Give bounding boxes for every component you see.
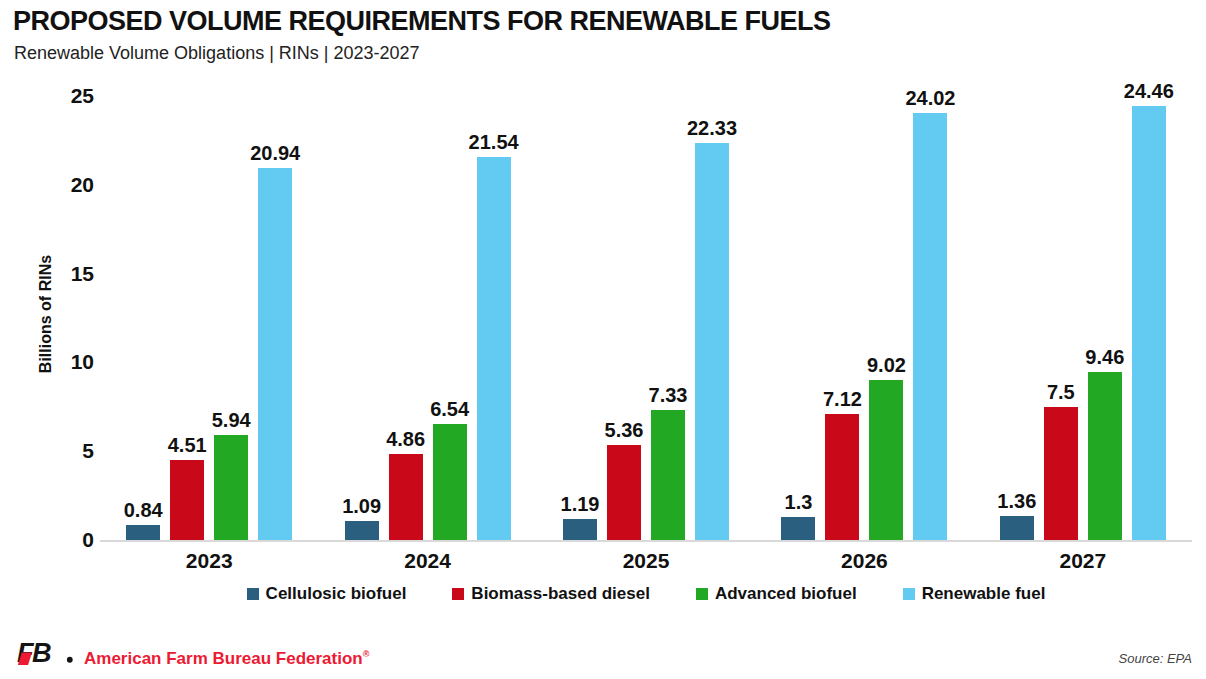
bar-value-label: 9.02 [867, 354, 906, 377]
x-axis-label-2023: 2023 [100, 549, 318, 573]
bar-renewable-fuel-2023: 20.94 [258, 168, 292, 540]
bar-value-label: 24.02 [905, 87, 955, 110]
bar-value-label: 4.86 [386, 428, 425, 451]
x-axis-label-2025: 2025 [537, 549, 755, 573]
bar-biomass-based-diesel-2026: 7.12 [825, 414, 859, 541]
infographic: PROPOSED VOLUME REQUIREMENTS FOR RENEWAB… [0, 0, 1206, 679]
y-tick-20: 20 [20, 173, 94, 197]
bar-advanced-biofuel-2027: 9.46 [1088, 372, 1122, 540]
bar-group-2023: 0.844.515.9420.94 [100, 96, 318, 540]
bar-renewable-fuel-2024: 21.54 [477, 157, 511, 540]
legend-swatch-cellulosic-biofuel [247, 588, 259, 600]
logo-period [67, 657, 73, 663]
bar-value-label: 7.33 [649, 384, 688, 407]
bar-renewable-fuel-2025: 22.33 [695, 143, 729, 540]
bar-biomass-based-diesel-2025: 5.36 [607, 445, 641, 540]
afbf-logo-svg: FB [15, 637, 79, 668]
legend-item-biomass-based-diesel: Biomass-based diesel [452, 584, 650, 604]
bar-value-label: 5.94 [212, 409, 251, 432]
legend-label-cellulosic-biofuel: Cellulosic biofuel [266, 584, 407, 604]
legend-label-biomass-based-diesel: Biomass-based diesel [471, 584, 650, 604]
bar-group-2027: 1.36 7.5 9.46 24.46 [974, 96, 1192, 540]
legend-label-renewable-fuel: Renewable fuel [922, 584, 1046, 604]
plot-area: 0.844.515.9420.941.094.866.5421.541.195.… [100, 96, 1192, 542]
bar-group-2025: 1.195.367.3322.33 [537, 96, 755, 540]
legend-item-cellulosic-biofuel: Cellulosic biofuel [247, 584, 407, 604]
y-axis-title: Billions of RINs [37, 214, 55, 414]
bar-value-label: 1.3 [785, 491, 813, 514]
bar-advanced-biofuel-2024: 6.54 [433, 424, 467, 540]
bar-value-label: 1.09 [342, 495, 381, 518]
bar-value-label: 22.33 [687, 117, 737, 140]
bar-value-label: 5.36 [605, 419, 644, 442]
bar-renewable-fuel-2027: 24.46 [1132, 106, 1166, 540]
page-subtitle: Renewable Volume Obligations | RINs | 20… [14, 43, 420, 64]
legend-swatch-biomass-based-diesel [452, 588, 464, 600]
x-axis-label-2026: 2026 [755, 549, 973, 573]
bar-value-label: 1.19 [561, 493, 600, 516]
bar-value-label: 6.54 [430, 398, 469, 421]
bar-group-2024: 1.094.866.5421.54 [318, 96, 536, 540]
bar-cellulosic-biofuel-2024: 1.09 [345, 521, 379, 540]
y-tick-10: 10 [20, 350, 94, 374]
legend: Cellulosic biofuel Biomass-based diesel … [100, 584, 1192, 604]
legend-label-advanced-biofuel: Advanced biofuel [715, 584, 857, 604]
bar-cellulosic-biofuel-2026: 1.3 [781, 517, 815, 540]
bar-value-label: 0.84 [124, 499, 163, 522]
legend-swatch-renewable-fuel [903, 588, 915, 600]
bar-advanced-biofuel-2026: 9.02 [869, 380, 903, 540]
x-axis-labels: 20232024202520262027 [100, 549, 1192, 573]
y-tick-5: 5 [20, 439, 94, 463]
bar-advanced-biofuel-2023: 5.94 [214, 435, 248, 541]
y-tick-15: 15 [20, 262, 94, 286]
afbf-logo: FB [15, 637, 79, 672]
brand-text: American Farm Bureau Federation® [84, 649, 369, 669]
bar-biomass-based-diesel-2024: 4.86 [389, 454, 423, 540]
bar-value-label: 24.46 [1124, 80, 1174, 103]
x-axis-label-2024: 2024 [318, 549, 536, 573]
bar-value-label: 7.5 [1047, 381, 1075, 404]
bar-biomass-based-diesel-2027: 7.5 [1044, 407, 1078, 540]
bar-group-2026: 1.37.129.0224.02 [755, 96, 973, 540]
legend-swatch-advanced-biofuel [696, 588, 708, 600]
x-axis-label-2027: 2027 [974, 549, 1192, 573]
page-title: PROPOSED VOLUME REQUIREMENTS FOR RENEWAB… [13, 6, 831, 37]
bar-renewable-fuel-2026: 24.02 [913, 113, 947, 540]
bar-cellulosic-biofuel-2025: 1.19 [563, 519, 597, 540]
bar-value-label: 9.46 [1085, 346, 1124, 369]
y-tick-0: 0 [20, 528, 94, 552]
bar-value-label: 1.36 [997, 490, 1036, 513]
bar-cellulosic-biofuel-2023: 0.84 [126, 525, 160, 540]
brand-name: American Farm Bureau Federation [84, 649, 363, 668]
bar-advanced-biofuel-2025: 7.33 [651, 410, 685, 540]
bar-cellulosic-biofuel-2027: 1.36 [1000, 516, 1034, 540]
brand-trademark: ® [363, 649, 370, 659]
legend-item-advanced-biofuel: Advanced biofuel [696, 584, 857, 604]
bar-value-label: 21.54 [469, 131, 519, 154]
source-credit: Source: EPA [1119, 651, 1192, 666]
bar-value-label: 4.51 [168, 434, 207, 457]
bar-biomass-based-diesel-2023: 4.51 [170, 460, 204, 540]
bar-value-label: 7.12 [823, 388, 862, 411]
bar-value-label: 20.94 [250, 142, 300, 165]
y-tick-25: 25 [20, 84, 94, 108]
legend-item-renewable-fuel: Renewable fuel [903, 584, 1046, 604]
